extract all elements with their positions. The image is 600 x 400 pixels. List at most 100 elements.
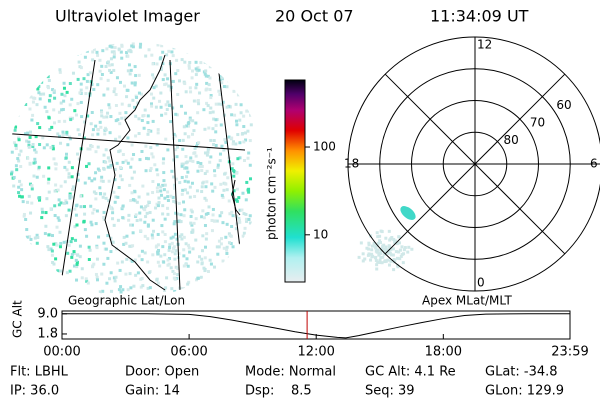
map-pixel <box>78 49 82 53</box>
map-pixel <box>192 221 196 225</box>
map-pixel <box>173 252 177 256</box>
colorbar-tick-label: 10 <box>313 227 328 241</box>
map-pixel <box>129 68 133 72</box>
map-pixel <box>182 125 186 129</box>
map-pixel <box>138 45 142 49</box>
map-pixel <box>49 288 53 292</box>
map-pixel <box>191 119 195 123</box>
map-pixel <box>240 262 244 266</box>
map-pixel <box>183 111 187 115</box>
map-pixel <box>204 185 208 189</box>
map-pixel <box>162 179 166 183</box>
map-pixel <box>138 211 142 215</box>
map-pixel <box>204 42 208 46</box>
map-pixel <box>94 171 98 175</box>
map-pixel <box>33 148 37 152</box>
map-pixel <box>218 159 222 163</box>
map-pixel <box>186 50 190 54</box>
polar-pixel <box>392 268 396 272</box>
map-pixel <box>65 201 69 205</box>
map-pixel <box>92 262 96 266</box>
map-pixel <box>108 277 112 281</box>
map-pixel <box>84 277 88 281</box>
map-pixel <box>112 276 116 280</box>
map-pixel <box>134 213 138 217</box>
map-pixel <box>90 223 94 227</box>
map-pixel <box>242 288 246 292</box>
map-pixel <box>79 66 83 70</box>
map-pixel <box>173 289 177 293</box>
map-pixel <box>76 178 80 182</box>
map-pixel <box>98 120 102 124</box>
map-pixel <box>205 232 209 236</box>
map-pixel <box>98 290 102 294</box>
map-pixel <box>186 122 190 126</box>
map-pixel <box>28 44 32 48</box>
polar-pixel <box>407 245 411 249</box>
mlt-label: 0 <box>477 276 485 290</box>
map-pixel <box>247 217 251 221</box>
map-pixel <box>215 56 219 60</box>
polar-pixel <box>375 267 379 271</box>
map-pixel <box>65 168 69 172</box>
map-pixel <box>208 111 212 115</box>
map-pixel <box>217 239 221 243</box>
map-pixel <box>196 276 200 280</box>
map-pixel <box>161 78 165 82</box>
map-pixel <box>211 207 215 211</box>
map-pixel <box>153 163 157 167</box>
map-pixel <box>114 137 118 141</box>
map-pixel <box>131 45 135 49</box>
map-pixel <box>26 156 30 160</box>
map-pixel <box>82 205 86 209</box>
map-pixel <box>218 214 222 218</box>
map-pixel <box>224 73 228 77</box>
map-pixel <box>16 257 20 261</box>
map-pixel <box>213 185 217 189</box>
map-pixel <box>75 262 79 266</box>
map-pixel <box>178 181 182 185</box>
map-pixel <box>79 82 83 86</box>
map-pixel <box>17 191 21 195</box>
map-pixel <box>159 254 163 258</box>
map-pixel <box>220 56 224 60</box>
map-pixel <box>54 167 58 171</box>
map-pixel <box>194 238 198 242</box>
map-pixel <box>16 291 20 295</box>
map-pixel <box>44 211 48 215</box>
map-pixel <box>200 262 204 266</box>
map-pixel <box>101 195 105 199</box>
map-pixel <box>107 199 111 203</box>
map-pixel <box>194 154 198 158</box>
map-pixel <box>18 67 22 71</box>
map-pixel <box>228 212 232 216</box>
y-tick-label: 9.0 <box>37 306 58 321</box>
map-pixel <box>237 218 241 222</box>
map-pixel <box>51 144 55 148</box>
map-pixel <box>164 103 168 107</box>
map-pixel <box>47 265 51 269</box>
map-pixel <box>177 201 181 205</box>
map-pixel <box>203 224 207 228</box>
map-pixel <box>178 234 182 238</box>
polar-pixel <box>394 250 398 254</box>
map-pixel <box>103 132 107 136</box>
map-pixel <box>106 234 110 238</box>
map-pixel <box>243 236 247 240</box>
map-pixel <box>151 155 155 159</box>
polar-caption: Apex MLat/MLT <box>422 294 512 308</box>
map-pixel <box>178 79 182 83</box>
map-pixel <box>15 168 19 172</box>
map-pixel <box>208 258 212 262</box>
map-pixel <box>235 199 239 203</box>
map-pixel <box>70 97 74 101</box>
polar-pixel <box>361 259 365 263</box>
map-pixel <box>172 175 176 179</box>
map-pixel <box>190 181 194 185</box>
map-pixel <box>181 287 185 291</box>
polar-pixel <box>375 248 379 252</box>
map-pixel <box>69 118 73 122</box>
map-pixel <box>17 244 21 248</box>
map-pixel <box>242 140 246 144</box>
map-pixel <box>106 156 110 160</box>
